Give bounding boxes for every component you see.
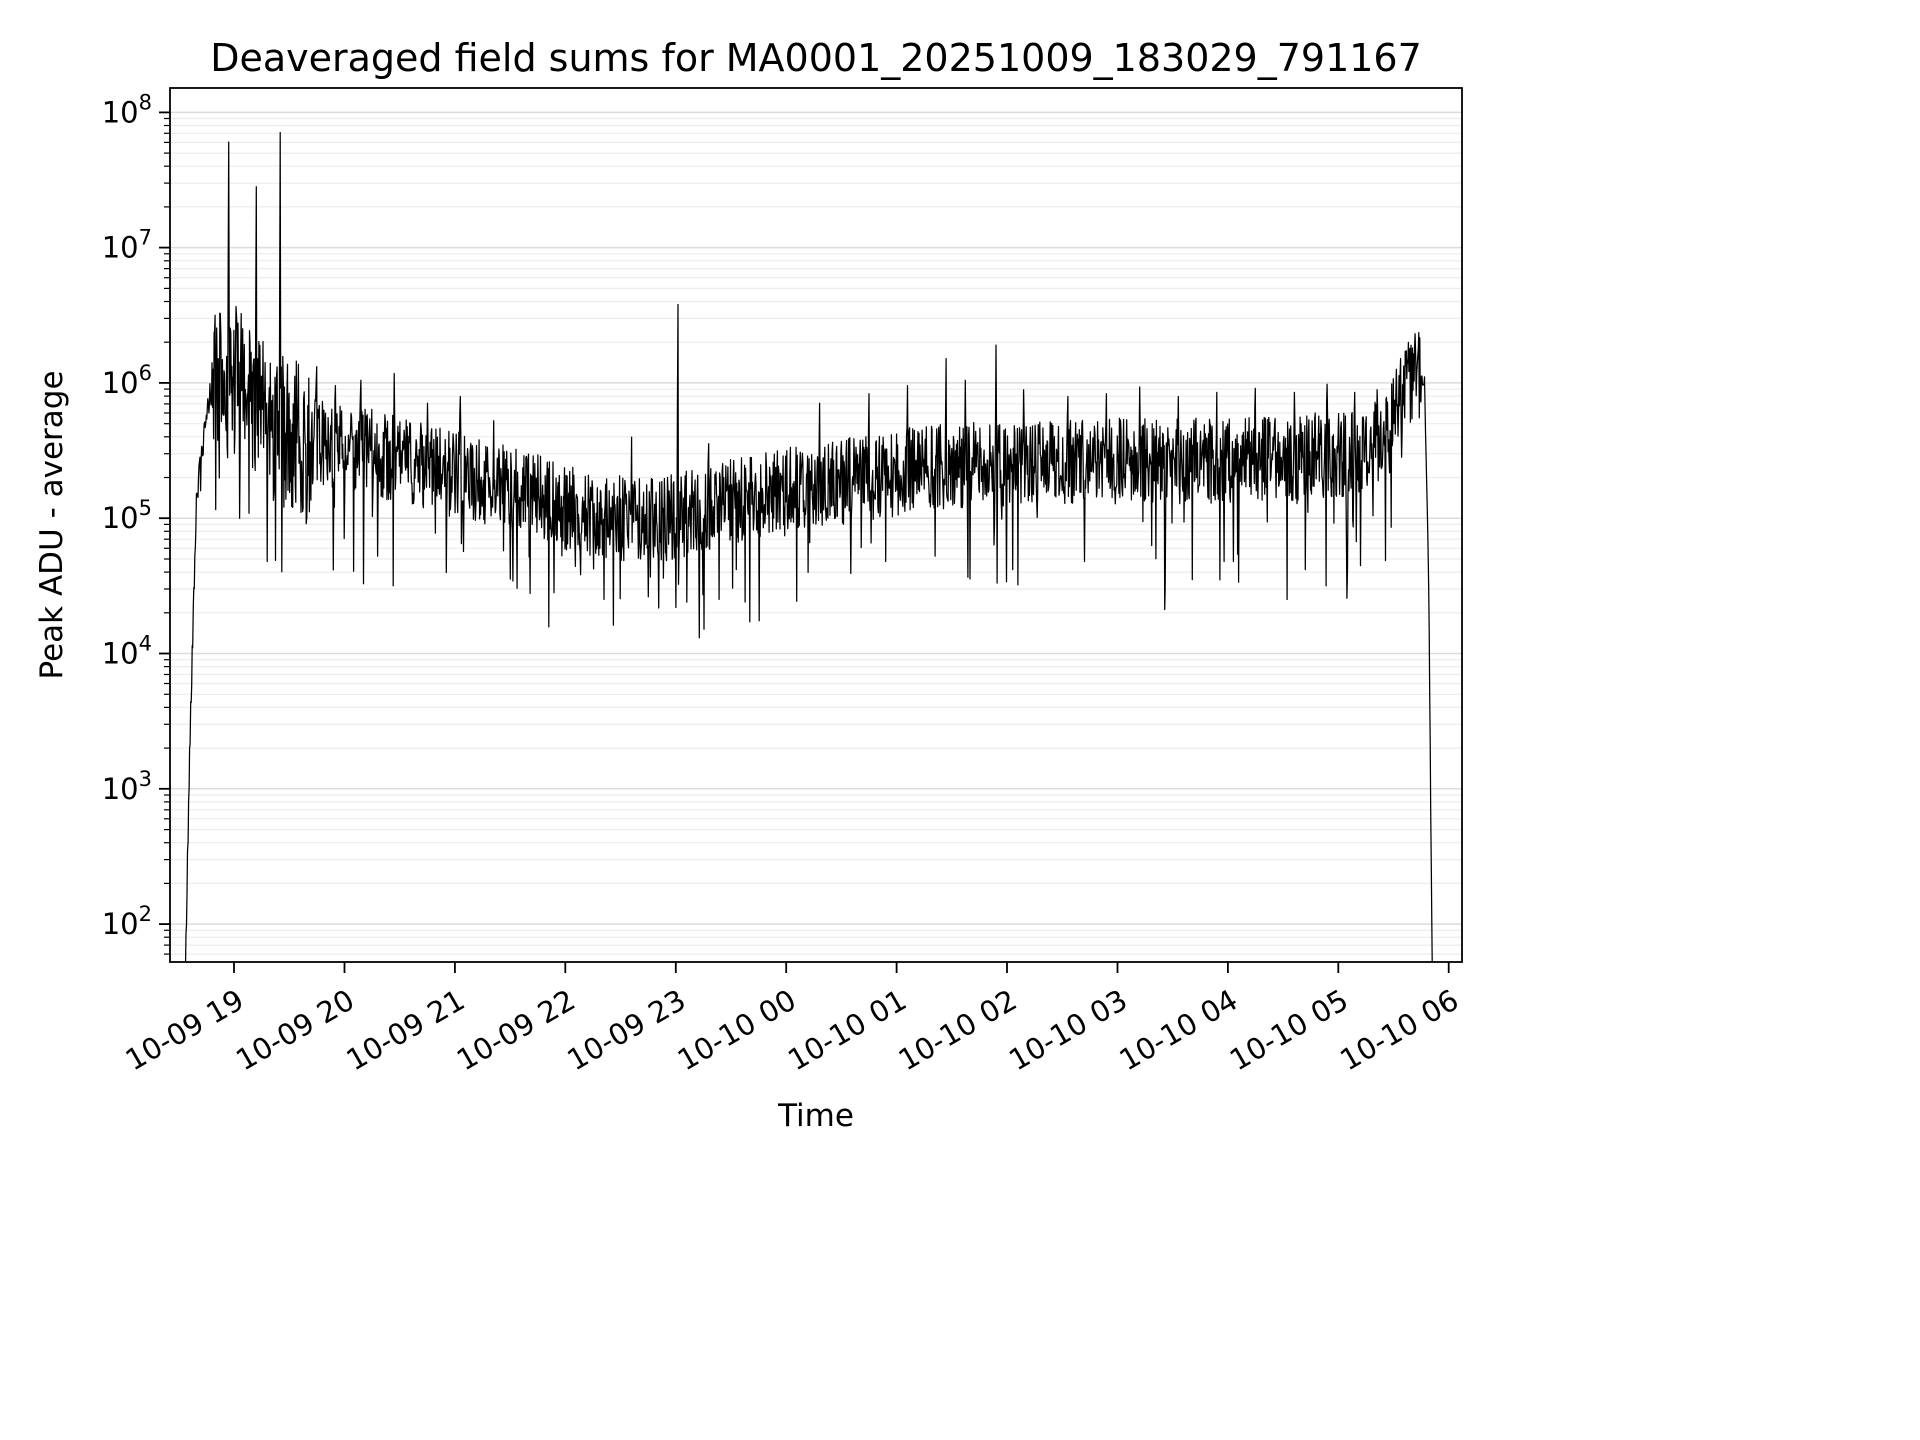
x-tick-label: 10-10 06 (1334, 983, 1464, 1078)
x-tick-label: 10-09 20 (230, 983, 360, 1078)
chart-title: Deaveraged field sums for MA0001_2025100… (210, 36, 1422, 80)
x-tick-label: 10-09 23 (561, 983, 691, 1078)
x-tick-label: 10-10 00 (672, 983, 802, 1078)
axis-ticks (159, 111, 1450, 973)
y-tick-label: 104 (102, 632, 152, 671)
x-tick-label: 10-09 19 (120, 983, 250, 1078)
y-tick-label: 102 (102, 902, 152, 941)
gridlines (170, 111, 1462, 955)
x-tick-label: 10-10 05 (1224, 983, 1354, 1078)
x-tick-label: 10-10 03 (1003, 983, 1133, 1078)
y-tick-label: 106 (102, 361, 152, 400)
x-tick-label: 10-10 02 (893, 983, 1023, 1078)
x-tick-label: 10-10 04 (1113, 983, 1243, 1078)
data-series-line (184, 131, 1433, 962)
y-tick-label: 107 (102, 226, 152, 265)
x-tick-label: 10-09 21 (340, 983, 470, 1078)
x-tick-label: 10-09 22 (451, 983, 581, 1078)
x-tick-label: 10-10 01 (782, 983, 912, 1078)
x-axis-label: Time (778, 1098, 854, 1134)
y-tick-label: 103 (102, 767, 152, 806)
y-tick-label: 105 (102, 496, 152, 535)
y-tick-label: 108 (102, 90, 152, 129)
